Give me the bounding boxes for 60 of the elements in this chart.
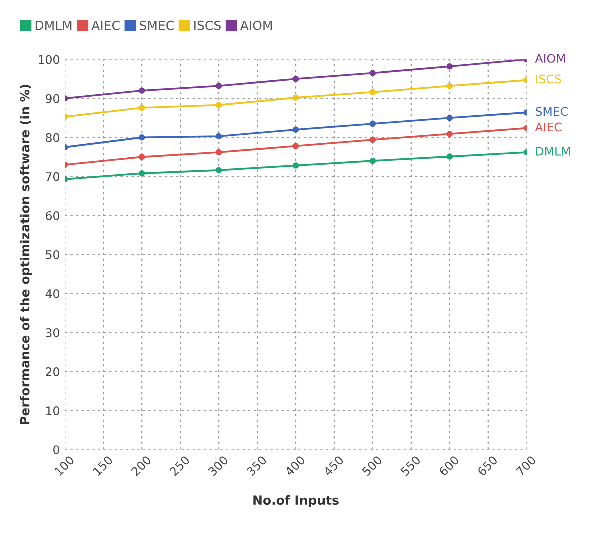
text: AIOM [535, 54, 566, 64]
text: SMEC [536, 107, 568, 116]
point [138, 104, 146, 112]
point [370, 120, 376, 128]
point [292, 76, 300, 82]
point [370, 70, 376, 76]
point [446, 115, 454, 122]
y-axis-title: Performance of the optimization software (in %) [20, 85, 32, 424]
point [370, 158, 376, 164]
x-tick-label: 700 [516, 455, 537, 476]
y-tick-label: 20 [46, 368, 60, 376]
text: AIEC [535, 122, 562, 132]
y-tick-label: 60 [46, 211, 60, 220]
x-tick-label: 450 [323, 455, 344, 477]
point [216, 149, 222, 156]
x-axis-title: No.of Inputs [254, 495, 339, 508]
y-tick-label: 80 [46, 133, 60, 142]
x-tick-label: 400 [284, 455, 306, 477]
point [292, 126, 300, 133]
y-tick-label: 100 [39, 55, 60, 64]
point [216, 102, 222, 108]
point [370, 136, 376, 144]
x-tick-label: 600 [438, 455, 460, 477]
x-tick-label: 300 [208, 455, 229, 476]
point [138, 154, 146, 160]
point [216, 167, 222, 174]
legend-label: SMEC [140, 20, 174, 30]
y-tick-label: 90 [46, 94, 60, 104]
point [216, 83, 222, 90]
y-tick-label: 70 [46, 172, 60, 182]
y-tick-label: 30 [46, 328, 60, 338]
y-tick-label: 40 [46, 289, 60, 298]
point [370, 89, 376, 96]
x-tick-label: 500 [362, 455, 383, 476]
x-tick-label: 350 [246, 455, 268, 476]
y-tick-label: 10 [46, 406, 60, 416]
x-tick-label: 550 [400, 455, 422, 476]
y-tick-label: 0 [54, 446, 60, 455]
point [446, 64, 454, 70]
point [446, 154, 454, 160]
point [138, 88, 146, 94]
x-tick-label: 250 [169, 455, 190, 477]
x-tick-label: 650 [477, 455, 498, 477]
point [446, 131, 454, 138]
point [138, 134, 146, 141]
text: DMLM [536, 147, 570, 156]
point [292, 143, 300, 150]
legend-label: ISCS [194, 20, 221, 30]
text: ISCS [536, 74, 562, 84]
point [292, 162, 300, 169]
x-tick-label: 200 [130, 455, 152, 477]
point [446, 83, 454, 90]
legend-label: DMLM [36, 21, 72, 30]
point [216, 133, 222, 140]
x-tick-label: 150 [92, 455, 114, 476]
point [292, 94, 300, 101]
y-tick-label: 50 [46, 250, 60, 260]
legend-label: AIOM [240, 20, 272, 30]
point [138, 170, 146, 177]
legend-label: AIEC [92, 20, 120, 30]
